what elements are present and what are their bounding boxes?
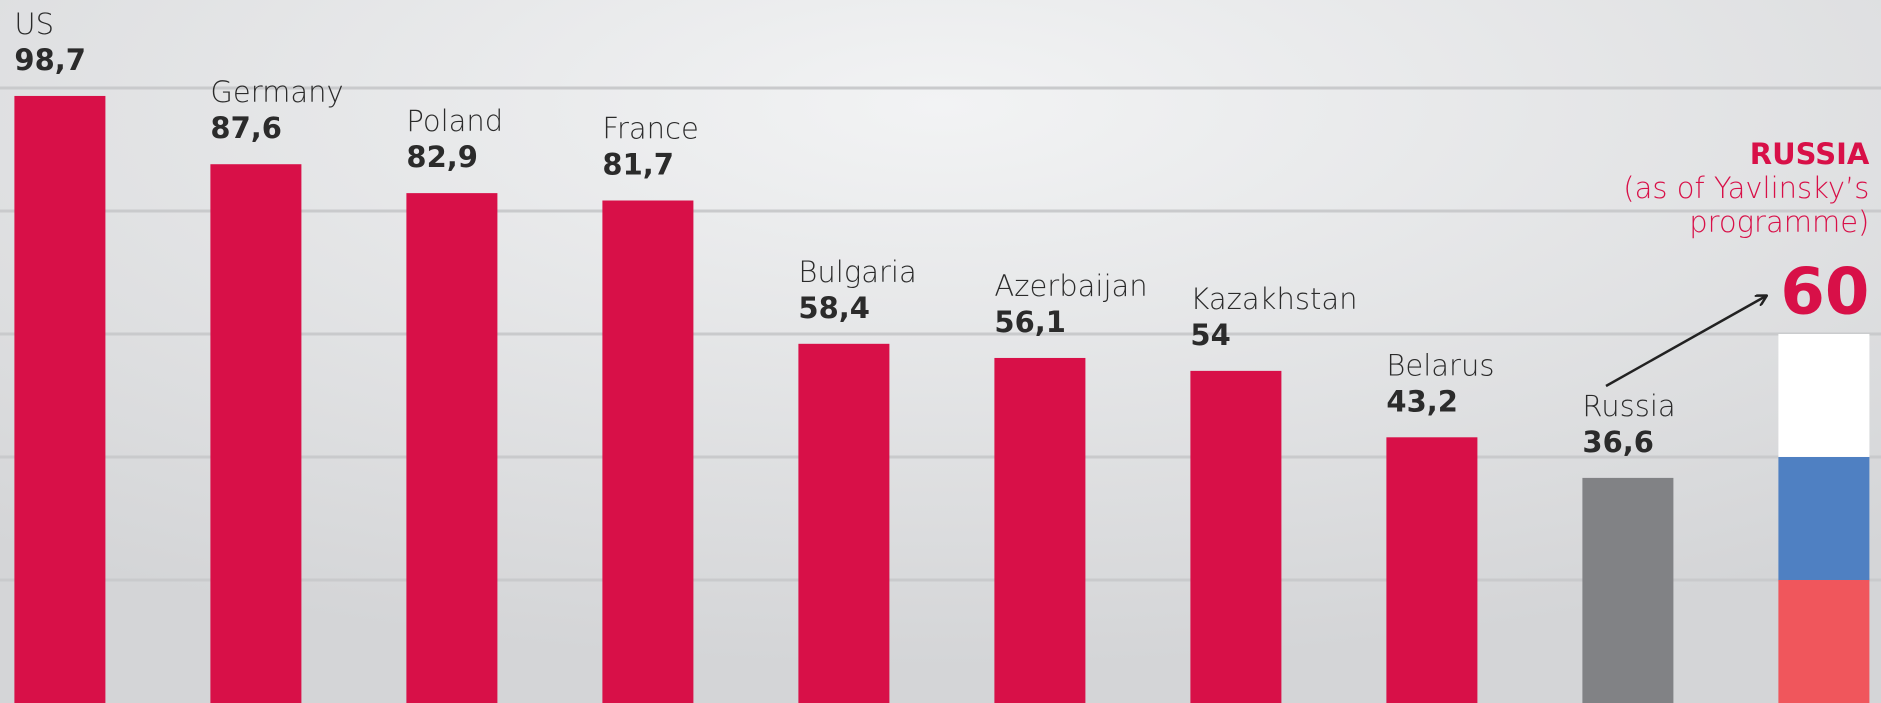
value-label: 81,7 [602,148,674,182]
value-label: 56,1 [994,305,1066,339]
annotation: (as of Yavlinsky’s [1623,171,1869,205]
value-label: 43,2 [1386,384,1458,418]
bar [210,164,302,703]
bar [798,343,890,703]
flag-stripe [1778,579,1870,703]
bar [14,95,106,703]
bar [1582,477,1674,703]
bar [1190,370,1282,703]
flag-bar [1778,333,1870,703]
value-label: 36,6 [1582,425,1654,459]
value-label: 54 [1190,318,1230,352]
bar [1386,437,1478,703]
arrow [1605,296,1766,388]
category-label: Kazakhstan [1190,282,1357,316]
category-label: Belarus [1386,348,1494,382]
annotation: programme) [1689,205,1869,239]
bar [602,200,694,703]
value-label: 60 [1780,256,1869,330]
value-label: 98,7 [14,43,86,77]
category-label: Azerbaijan [994,269,1147,303]
category-label: Germany [210,75,343,109]
bar [994,357,1086,703]
category-label: US [14,7,54,41]
category-label: Poland [406,104,503,138]
category-label: Bulgaria [798,255,916,289]
value-label: 58,4 [798,291,870,325]
bar [406,193,498,703]
category-label: Russia [1582,389,1675,423]
flag-stripe [1778,333,1870,458]
value-label: 87,6 [210,111,282,145]
category-label: RUSSIA [1750,137,1870,171]
value-label: 82,9 [406,140,478,174]
flag-stripe [1778,456,1870,581]
category-label: France [602,112,698,146]
